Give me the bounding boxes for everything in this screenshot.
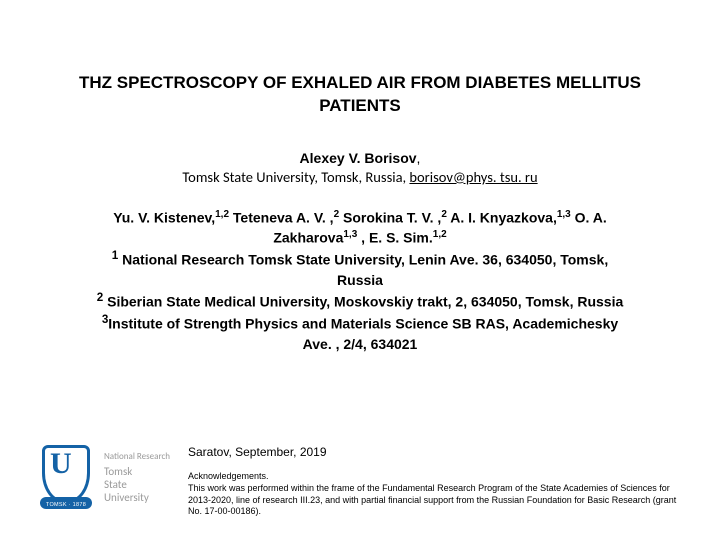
presenter-name: Alexey V. Borisov	[300, 150, 417, 166]
author: Zakharova	[273, 230, 343, 246]
author-sup: 2	[334, 209, 340, 220]
logo-text-line: State	[104, 479, 170, 492]
author: O. A.	[575, 210, 607, 226]
author-sup: 1,3	[343, 229, 357, 240]
author: , E. S. Sim.	[361, 230, 433, 246]
author-sup: 2	[441, 209, 447, 220]
logo-letter: U	[50, 449, 72, 479]
university-logo-icon: U TOMSK · 1878	[38, 443, 94, 513]
affiliations-block: 1 National Research Tomsk State Universi…	[38, 248, 682, 354]
ribbon-text: TOMSK · 1878	[38, 502, 94, 508]
presenter-affil-text: Tomsk State University, Tomsk, Russia,	[182, 168, 409, 186]
venue-text: Saratov, September, 2019	[188, 445, 690, 459]
author-sup: 1,2	[215, 209, 229, 220]
aff-text: National Research Tomsk State University…	[118, 252, 608, 268]
author: Yu. V. Kistenev,	[113, 210, 215, 226]
presenter-email: borisov@phys. tsu. ru	[409, 168, 537, 186]
author: A. I. Knyazkova,	[450, 210, 557, 226]
author-sup: 1,2	[433, 229, 447, 240]
title-line1: THZ SPECTROSCOPY OF EXHALED AIR FROM DIA…	[79, 73, 641, 92]
authors-block: Yu. V. Kistenev,1,2 Teteneva A. V. ,2 So…	[44, 208, 676, 249]
slide-title: THZ SPECTROSCOPY OF EXHALED AIR FROM DIA…	[38, 72, 682, 118]
logo-block: U TOMSK · 1878 National Research Tomsk S…	[38, 443, 170, 513]
author: Teteneva A. V. ,	[233, 210, 334, 226]
footer-right: Saratov, September, 2019 Acknowledgement…	[188, 443, 690, 518]
logo-text: National Research Tomsk State University	[104, 452, 170, 504]
presenter-comma: ,	[417, 150, 421, 166]
ack-header: Acknowledgements.	[188, 471, 690, 483]
footer: U TOMSK · 1878 National Research Tomsk S…	[38, 443, 690, 518]
aff-text: Ave. , 2/4, 634021	[303, 336, 418, 352]
acknowledgements: Acknowledgements. This work was performe…	[188, 471, 690, 518]
aff-text: Institute of Strength Physics and Materi…	[108, 316, 618, 332]
aff-text: Siberian State Medical University, Mosko…	[103, 294, 623, 310]
author: Sorokina T. V. ,	[343, 210, 441, 226]
title-line2: PATIENTS	[319, 96, 401, 115]
ack-body: This work was performed within the frame…	[188, 483, 690, 518]
logo-text-line: University	[104, 492, 170, 505]
presenter-line: Alexey V. Borisov,	[38, 150, 682, 166]
logo-text-line: National Research	[104, 452, 170, 462]
aff-text: Russia	[337, 272, 383, 288]
presenter-affiliation: Tomsk State University, Tomsk, Russia, b…	[38, 168, 682, 186]
author-sup: 1,3	[557, 209, 571, 220]
